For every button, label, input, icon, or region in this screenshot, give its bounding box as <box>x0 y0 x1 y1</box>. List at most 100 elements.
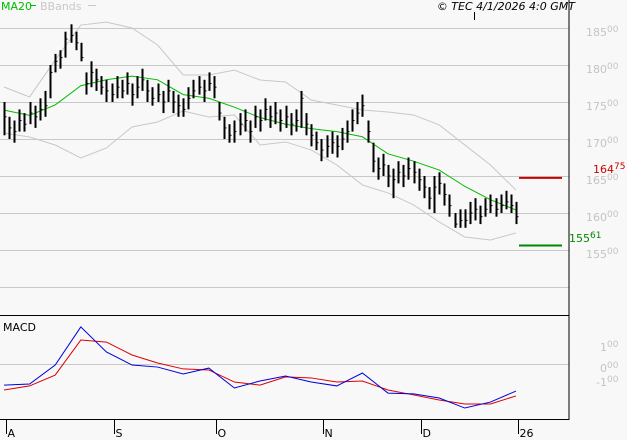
macd-line <box>3 326 517 409</box>
price-bar <box>121 79 125 99</box>
price-bar <box>100 76 104 95</box>
price-bar <box>223 116 227 139</box>
price-bar <box>105 79 109 102</box>
price-bar <box>515 201 519 225</box>
support-level-label: 15561 <box>569 231 601 245</box>
bband-lower-line <box>3 110 517 241</box>
price-bar <box>59 50 63 69</box>
price-bar <box>474 198 478 221</box>
price-bar <box>34 105 38 128</box>
price-bar <box>315 131 319 151</box>
price-bar <box>326 135 330 158</box>
price-bar <box>454 213 458 228</box>
price-bar <box>387 164 391 188</box>
price-bar <box>244 109 248 132</box>
price-bar <box>443 183 447 206</box>
price-bar <box>438 172 442 195</box>
price-bar <box>146 79 150 102</box>
price-bar <box>448 194 452 217</box>
macd-title: MACD <box>3 321 36 334</box>
price-bar <box>29 102 33 125</box>
price-tick-label: 16500 <box>586 173 619 187</box>
price-bar <box>300 90 304 128</box>
price-bar <box>8 116 12 139</box>
price-bar <box>218 102 222 121</box>
price-bar <box>274 102 278 125</box>
price-bar <box>54 53 58 73</box>
price-bar <box>469 201 473 225</box>
price-bar <box>336 135 340 158</box>
price-bar <box>372 142 376 173</box>
price-tick-label: 17000 <box>586 136 619 150</box>
price-bar <box>233 120 237 143</box>
macd-tick-label: 000 <box>600 361 619 375</box>
x-tick-label: N <box>325 427 333 440</box>
resistance-level-label: 16475 <box>593 162 625 176</box>
price-bar <box>510 194 514 213</box>
price-bar <box>111 83 115 102</box>
price-bar <box>305 113 309 136</box>
price-bar <box>269 105 273 128</box>
legend-ma20: MA20 <box>1 0 32 13</box>
price-bar <box>208 72 212 91</box>
price-tick-label: 18500 <box>586 25 619 39</box>
x-tick-label: A <box>8 427 16 440</box>
price-bar <box>70 24 74 43</box>
price-bar <box>126 72 130 95</box>
price-bar <box>320 139 324 162</box>
price-bar <box>290 113 294 136</box>
x-tick-label: 26 <box>520 427 534 440</box>
price-bar <box>367 120 371 143</box>
price-bar <box>346 120 350 143</box>
price-bar <box>75 31 79 51</box>
price-bar <box>13 120 17 143</box>
price-bar <box>479 205 483 225</box>
bband-upper-line <box>3 21 517 191</box>
price-bar <box>239 113 243 136</box>
price-bar <box>392 168 396 199</box>
price-bar <box>116 76 120 99</box>
price-bar <box>141 68 145 91</box>
price-bar <box>295 109 299 132</box>
price-bar <box>44 90 48 117</box>
price-bar <box>361 94 365 117</box>
price-bar <box>382 153 386 176</box>
price-bar <box>172 90 176 114</box>
price-bar <box>136 76 140 99</box>
price-bar <box>407 157 411 180</box>
price-bar <box>351 109 355 132</box>
price-bar <box>341 127 345 151</box>
price-bar <box>131 83 135 106</box>
price-bar <box>3 102 7 136</box>
price-bar <box>213 76 217 99</box>
x-tick-label: S <box>116 427 123 440</box>
price-bar <box>49 65 53 99</box>
copyright-timestamp: © TEC 4/1/2026 4:0 GMT <box>437 0 576 13</box>
price-bar <box>377 157 381 180</box>
price-bar <box>192 79 196 99</box>
price-bar <box>505 190 509 210</box>
price-tick-label: 18000 <box>586 62 619 76</box>
price-bar <box>464 209 468 228</box>
price-bar <box>187 87 191 110</box>
price-bar <box>198 76 202 95</box>
price-tick-label: 17500 <box>586 99 619 113</box>
macd-tick-label: -100 <box>596 375 619 389</box>
price-bar <box>428 187 432 210</box>
price-bar <box>397 161 401 184</box>
price-bar <box>331 131 335 154</box>
price-bar <box>423 176 427 199</box>
price-tick-label: 15500 <box>586 247 619 261</box>
x-tick-label: D <box>423 427 431 440</box>
price-bar <box>484 198 488 217</box>
price-bar <box>18 109 22 132</box>
price-bar <box>228 124 232 143</box>
price-bar <box>413 161 417 184</box>
price-bar <box>90 61 94 88</box>
macd-tick-label: 100 <box>600 340 619 354</box>
legend-bbands: BBands <box>40 0 82 13</box>
price-bar <box>310 124 314 147</box>
price-bar <box>285 105 289 128</box>
price-bar <box>495 198 499 217</box>
